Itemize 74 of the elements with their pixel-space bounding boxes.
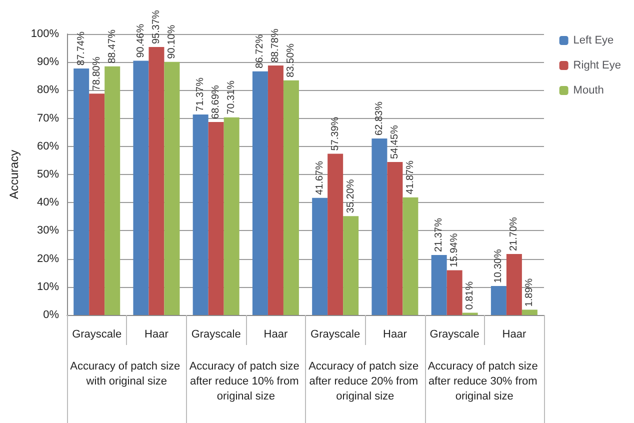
data-label: 70.31% — [226, 80, 238, 114]
x-tick-label: Haar — [144, 328, 169, 340]
data-label: 95.37% — [150, 10, 162, 44]
y-tick-label: 40% — [37, 196, 60, 209]
x-tick-label: Haar — [264, 328, 288, 340]
text: Accuracy of patch size with original size — [70, 360, 184, 388]
bar — [431, 254, 447, 315]
x-tick-label: Haar — [383, 328, 408, 340]
bar — [104, 66, 120, 315]
bar — [252, 71, 268, 315]
bar — [506, 254, 522, 315]
bar — [402, 197, 418, 315]
bar — [283, 80, 299, 315]
y-tick-label: 50% — [37, 168, 60, 180]
data-label: 83.50% — [286, 43, 297, 78]
bar — [328, 154, 344, 315]
data-label: 1.89% — [524, 278, 536, 307]
y-tick-label: 70% — [37, 112, 60, 124]
y-tick-label: 100% — [30, 28, 60, 40]
data-label: 21.37% — [434, 218, 445, 252]
bar — [268, 66, 284, 315]
text: Accuracy of patch size after reduce 20% from original size — [308, 360, 422, 402]
data-label: 54.45% — [389, 124, 400, 159]
data-label: 68.69% — [210, 84, 222, 119]
legend-label: Right Eye — [573, 60, 622, 72]
y-tick-label: 90% — [37, 56, 60, 68]
bar — [522, 310, 538, 315]
bar — [164, 62, 180, 315]
data-label: 86.72% — [254, 34, 266, 68]
bar — [343, 216, 359, 315]
y-tick-label: 20% — [37, 252, 60, 265]
data-label: 90.10% — [166, 24, 178, 59]
y-tick-label: 0% — [43, 309, 60, 321]
bar — [490, 286, 506, 315]
bar — [446, 270, 462, 315]
data-label: 15.94% — [449, 233, 460, 268]
bar — [387, 162, 403, 315]
x-tick-label: Haar — [502, 328, 526, 340]
x-tick-label: Grayscale — [310, 328, 360, 340]
data-label: 35.20% — [345, 179, 356, 214]
x-tick-label: Grayscale — [72, 328, 122, 340]
bar — [208, 122, 224, 315]
y-axis-title: Accuracy — [7, 150, 21, 200]
y-tick-label: 80% — [37, 84, 60, 96]
bar — [74, 68, 90, 315]
data-label: 87.74% — [76, 31, 87, 66]
y-tick-label: 10% — [37, 280, 60, 293]
bar — [133, 60, 149, 315]
data-label: 0.81% — [464, 281, 476, 310]
data-label: 10.30% — [493, 249, 504, 284]
data-label: 62.83% — [374, 101, 385, 136]
bar — [148, 47, 164, 315]
legend-label: Left Eye — [573, 34, 614, 46]
y-tick-label: 30% — [37, 224, 60, 237]
text: Accuracy of patch size after reduce 10% from original size — [189, 360, 302, 402]
data-label: 21.70% — [508, 217, 520, 252]
bar — [89, 94, 105, 315]
data-label: 78.80% — [91, 56, 102, 91]
data-label: 41.67% — [314, 160, 326, 195]
bar — [192, 114, 208, 315]
data-label: 57.39% — [330, 116, 341, 151]
legend-label: Mouth — [573, 84, 604, 96]
bar — [372, 138, 388, 315]
x-tick-label: Grayscale — [430, 328, 480, 340]
data-label: 88.47% — [106, 29, 118, 64]
bar — [224, 117, 240, 315]
x-tick-label: Grayscale — [191, 328, 241, 340]
data-label: 88.78% — [270, 28, 282, 63]
data-label: 90.46% — [135, 24, 146, 58]
data-label: 71.37% — [195, 77, 206, 112]
data-label: 41.87% — [404, 160, 416, 194]
y-tick-label: 60% — [37, 140, 60, 152]
text: Accuracy of patch size after reduce 30% from original size — [428, 360, 541, 402]
bar — [312, 198, 328, 315]
